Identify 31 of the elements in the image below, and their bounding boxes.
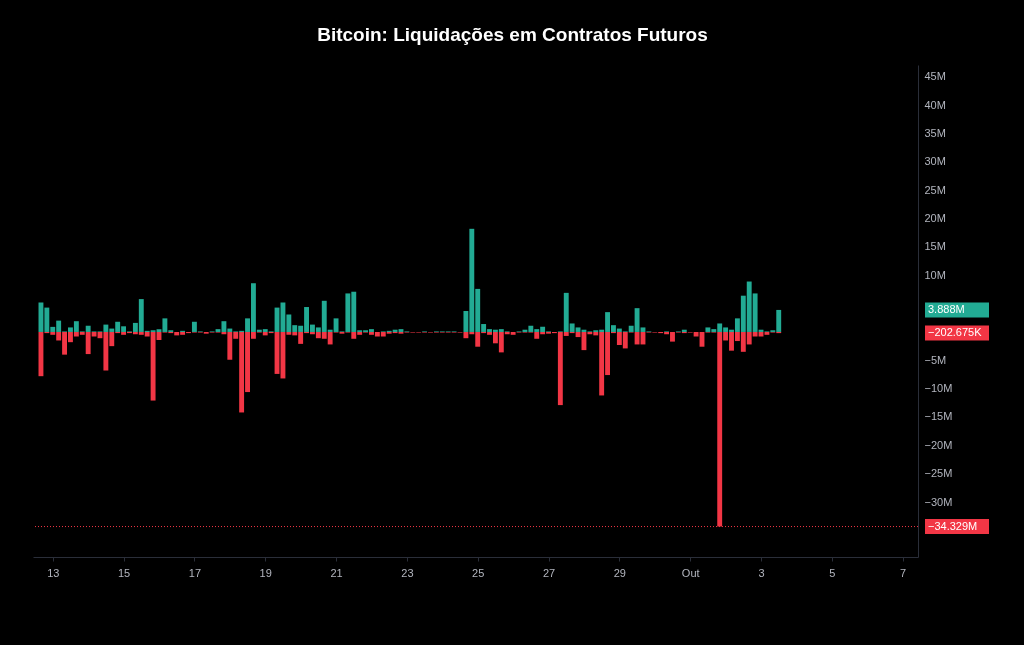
y-tick-label: −5M (924, 353, 947, 366)
x-tick-label: 3 (758, 566, 765, 579)
y-tick-label: 30M (924, 155, 946, 168)
text: 3.888M (928, 302, 965, 315)
y-tick-label: 20M (924, 212, 946, 225)
x-tick-label: 7 (900, 566, 907, 579)
y-tick-label: 35M (924, 127, 946, 140)
y-tick-label: −20M (924, 438, 953, 451)
y-tick-label: 40M (924, 98, 946, 111)
y-tick-label: −30M (924, 495, 953, 508)
x-tick-label: 25 (472, 566, 485, 579)
y-tick-label: 10M (924, 268, 946, 281)
x-tick-label: 13 (47, 566, 60, 579)
x-tick-label: 17 (188, 566, 202, 579)
x-tick-label: 5 (829, 566, 836, 579)
y-tick-label: 45M (924, 70, 946, 83)
y-tick-label: −10M (924, 382, 953, 395)
x-tick-label: 27 (542, 566, 556, 579)
y-tick-label: −25M (924, 467, 953, 480)
x-tick-label: 15 (117, 566, 131, 579)
chart-title: Bitcoin: Liquidações em Contratos Futuros (317, 24, 708, 45)
x-tick-label: 29 (613, 566, 626, 579)
x-tick-label: 21 (330, 566, 343, 579)
x-tick-label: 19 (259, 566, 272, 579)
y-tick-label: 25M (924, 183, 946, 196)
ref-line-label: −34.329M (928, 519, 978, 532)
y-tick-label: −15M (924, 410, 953, 423)
x-tick-label: Out (681, 566, 700, 579)
text: −202.675K (928, 326, 983, 339)
y-tick-label: 15M (924, 240, 946, 253)
x-tick-label: 23 (401, 566, 414, 579)
